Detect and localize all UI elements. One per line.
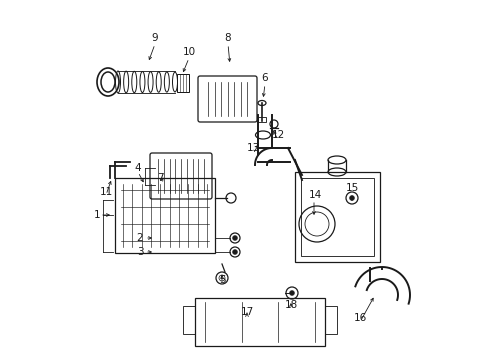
Text: 14: 14 [308, 190, 321, 200]
Text: 3: 3 [137, 247, 143, 257]
Bar [301, 178, 373, 256]
Text: 15: 15 [345, 183, 358, 193]
Circle shape [232, 235, 237, 240]
Text: 4: 4 [134, 163, 141, 173]
Text: 1: 1 [94, 210, 100, 220]
Text: 16: 16 [353, 313, 366, 323]
Text: 6: 6 [261, 73, 268, 83]
Text: 12: 12 [271, 130, 284, 140]
Text: 5: 5 [218, 275, 225, 285]
Text: 13: 13 [246, 143, 259, 153]
Text: 18: 18 [284, 300, 297, 310]
Text: 9: 9 [151, 33, 158, 43]
Text: 7: 7 [156, 173, 163, 183]
Bar [195, 298, 325, 346]
Circle shape [232, 249, 237, 255]
Bar [258, 117, 265, 122]
Bar [325, 306, 336, 334]
Circle shape [349, 195, 354, 201]
Bar [183, 306, 195, 334]
Bar [115, 178, 215, 253]
Text: 2: 2 [137, 233, 143, 243]
Bar [177, 74, 189, 92]
Bar [294, 172, 379, 262]
Text: 11: 11 [99, 187, 112, 197]
Text: 10: 10 [182, 47, 195, 57]
Text: 8: 8 [224, 33, 231, 43]
Circle shape [289, 291, 294, 296]
Text: 17: 17 [240, 307, 253, 317]
